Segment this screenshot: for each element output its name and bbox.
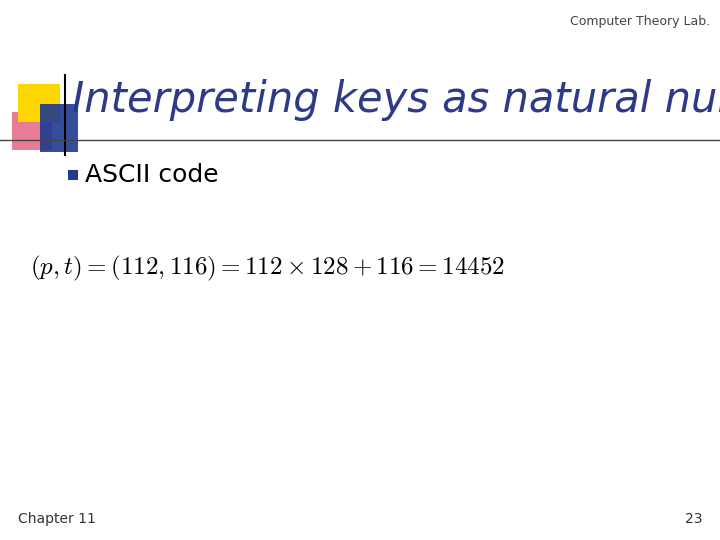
Bar: [18, 84, 60, 122]
Text: Computer Theory Lab.: Computer Theory Lab.: [570, 15, 710, 28]
Text: ASCII code: ASCII code: [85, 163, 219, 187]
Bar: [12, 112, 52, 150]
Bar: [40, 104, 78, 152]
Text: 23: 23: [685, 512, 702, 526]
Text: $( p, t ) = ( 112, 116 ) = 112 \times 128 + 116 = 14452$: $( p, t ) = ( 112, 116 ) = 112 \times 12…: [30, 253, 505, 282]
Bar: [68, 170, 78, 180]
Text: Chapter 11: Chapter 11: [18, 512, 96, 526]
Text: Interpreting keys as natural number: Interpreting keys as natural number: [72, 79, 720, 121]
